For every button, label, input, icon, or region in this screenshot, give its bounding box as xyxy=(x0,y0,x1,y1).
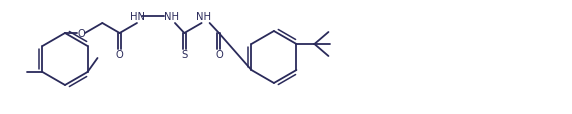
Text: O: O xyxy=(77,29,85,39)
Text: O: O xyxy=(116,50,124,60)
Text: S: S xyxy=(181,50,188,60)
Text: HN: HN xyxy=(130,12,145,22)
Text: NH: NH xyxy=(165,12,180,22)
Text: O: O xyxy=(215,50,223,60)
Text: NH: NH xyxy=(196,12,211,22)
